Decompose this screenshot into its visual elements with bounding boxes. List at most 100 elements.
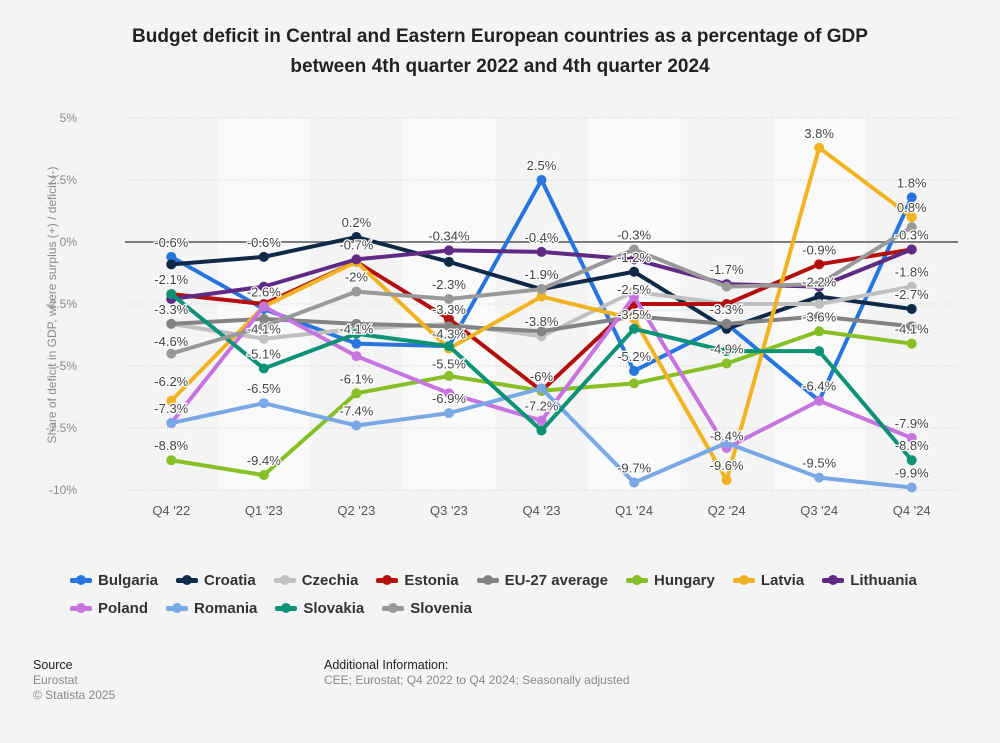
data-point xyxy=(536,415,547,426)
data-label: -5.5% xyxy=(432,356,466,371)
legend-item-poland[interactable]: Poland xyxy=(70,600,148,617)
data-point xyxy=(814,311,825,322)
data-label: 2.5% xyxy=(527,158,557,173)
data-point xyxy=(721,318,732,329)
data-point xyxy=(906,222,917,233)
data-point xyxy=(721,346,732,357)
data-label: -6.2% xyxy=(154,374,188,389)
data-label: -9.9% xyxy=(895,466,929,481)
data-label: -3.3% xyxy=(710,302,744,317)
data-point xyxy=(906,321,917,332)
legend-marker-icon xyxy=(382,602,405,613)
data-label: -9.4% xyxy=(247,453,281,468)
legend-item-slovenia[interactable]: Slovenia xyxy=(382,600,472,617)
data-label: -6.4% xyxy=(802,379,836,394)
data-label: -4.1% xyxy=(247,322,281,337)
data-point xyxy=(629,254,640,265)
data-point xyxy=(906,482,917,493)
data-label: -3.3% xyxy=(154,302,188,317)
legend-label: Poland xyxy=(98,599,149,617)
data-point xyxy=(351,286,362,297)
data-point xyxy=(536,291,547,302)
data-point xyxy=(166,455,177,466)
data-point xyxy=(629,244,640,255)
legend-item-latvia[interactable]: Latvia xyxy=(732,571,805,589)
data-label: -1.7% xyxy=(710,262,744,277)
legend-label: Bulgaria xyxy=(98,571,159,589)
data-label: -2% xyxy=(345,270,369,285)
data-point xyxy=(258,313,269,324)
data-point xyxy=(443,256,454,267)
legend-marker-icon xyxy=(176,574,199,585)
legend-marker-icon xyxy=(273,574,296,585)
legend-item-estonia[interactable]: Estonia xyxy=(376,571,459,589)
data-point xyxy=(629,477,640,488)
legend-label: Estonia xyxy=(404,571,459,589)
data-point xyxy=(814,279,825,290)
y-axis-ticks: 5% 2.5% 0% -2.5% -5% -7.5% -10% xyxy=(46,111,78,497)
data-point xyxy=(536,425,547,436)
legend-label: Croatia xyxy=(204,571,256,589)
data-label: -5.2% xyxy=(617,349,651,364)
data-label: -0.7% xyxy=(339,237,373,252)
data-label: -2.2% xyxy=(802,275,836,290)
data-point xyxy=(443,408,454,419)
data-point xyxy=(721,299,732,309)
data-label: -4.6% xyxy=(154,334,188,349)
data-label: -1.2% xyxy=(617,250,651,265)
source-block: Source Eurostat © Statista 2025 xyxy=(33,658,115,703)
data-label: -2.1% xyxy=(154,272,188,287)
data-label: -8.8% xyxy=(895,438,929,453)
legend-item-czechia[interactable]: Czechia xyxy=(273,571,359,589)
data-point xyxy=(443,313,454,324)
x-tick-label: Q2 '23 xyxy=(337,503,375,518)
data-label: -6.1% xyxy=(339,371,373,386)
legend-item-bulgaria[interactable]: Bulgaria xyxy=(70,572,158,589)
source-name[interactable]: Eurostat xyxy=(33,673,78,687)
data-label: -3.8% xyxy=(525,314,559,329)
data-point xyxy=(258,398,269,409)
legend-item-croatia[interactable]: Croatia xyxy=(176,572,256,589)
data-label: -0.34% xyxy=(428,228,470,243)
legend-item-lithuania[interactable]: Lithuania xyxy=(822,572,917,589)
data-label: -7.4% xyxy=(339,404,373,419)
data-point xyxy=(721,281,732,292)
legend-item-slovakia[interactable]: Slovakia xyxy=(275,600,364,617)
legend-marker-icon xyxy=(476,574,499,585)
data-point xyxy=(258,321,269,332)
data-label: -0.9% xyxy=(802,242,836,257)
legend-label: Latvia xyxy=(760,571,805,589)
y-tick-label: -2.5% xyxy=(46,297,78,311)
legend-marker-icon xyxy=(376,574,399,585)
data-point xyxy=(814,472,825,483)
chart-title-line-1: Budget deficit in Central and Eastern Eu… xyxy=(132,26,868,47)
data-point xyxy=(166,395,177,406)
y-axis-label: Share of deficit in GDP, where surplus (… xyxy=(45,167,59,444)
legend-label: Czechia xyxy=(301,571,359,589)
data-point xyxy=(351,318,362,329)
data-label: -9.7% xyxy=(617,461,651,476)
legend-marker-icon xyxy=(626,574,648,585)
data-label: -9.5% xyxy=(802,456,836,471)
data-point xyxy=(536,246,547,257)
data-point xyxy=(443,341,454,352)
legend-marker-icon xyxy=(166,602,189,613)
y-tick-label: -7.5% xyxy=(46,421,78,435)
legend-item-eu-27-average[interactable]: EU-27 average xyxy=(476,572,608,589)
data-point xyxy=(906,455,917,466)
x-tick-label: Q3 '24 xyxy=(800,503,838,518)
series-slovenia xyxy=(166,222,917,359)
copyright: © Statista 2025 xyxy=(33,688,116,702)
data-point xyxy=(629,291,640,302)
data-point xyxy=(166,348,177,359)
legend-item-romania[interactable]: Romania xyxy=(166,600,257,617)
legend-row: Bulgaria Croatia Czechia Estonia EU-27 avera… xyxy=(70,566,970,594)
data-point xyxy=(351,328,362,339)
x-tick-label: Q3 '23 xyxy=(430,503,468,518)
data-point xyxy=(721,358,732,369)
data-label: 1.8% xyxy=(897,175,927,190)
x-tick-label: Q1 '24 xyxy=(615,503,653,518)
legend-item-hungary[interactable]: Hungary xyxy=(626,572,715,589)
legend-label: Slovakia xyxy=(303,599,365,617)
data-point xyxy=(629,266,640,277)
